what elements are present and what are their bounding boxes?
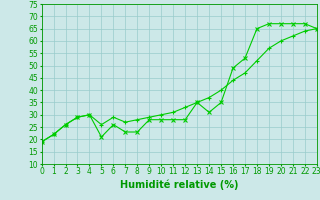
X-axis label: Humidité relative (%): Humidité relative (%) — [120, 179, 238, 190]
